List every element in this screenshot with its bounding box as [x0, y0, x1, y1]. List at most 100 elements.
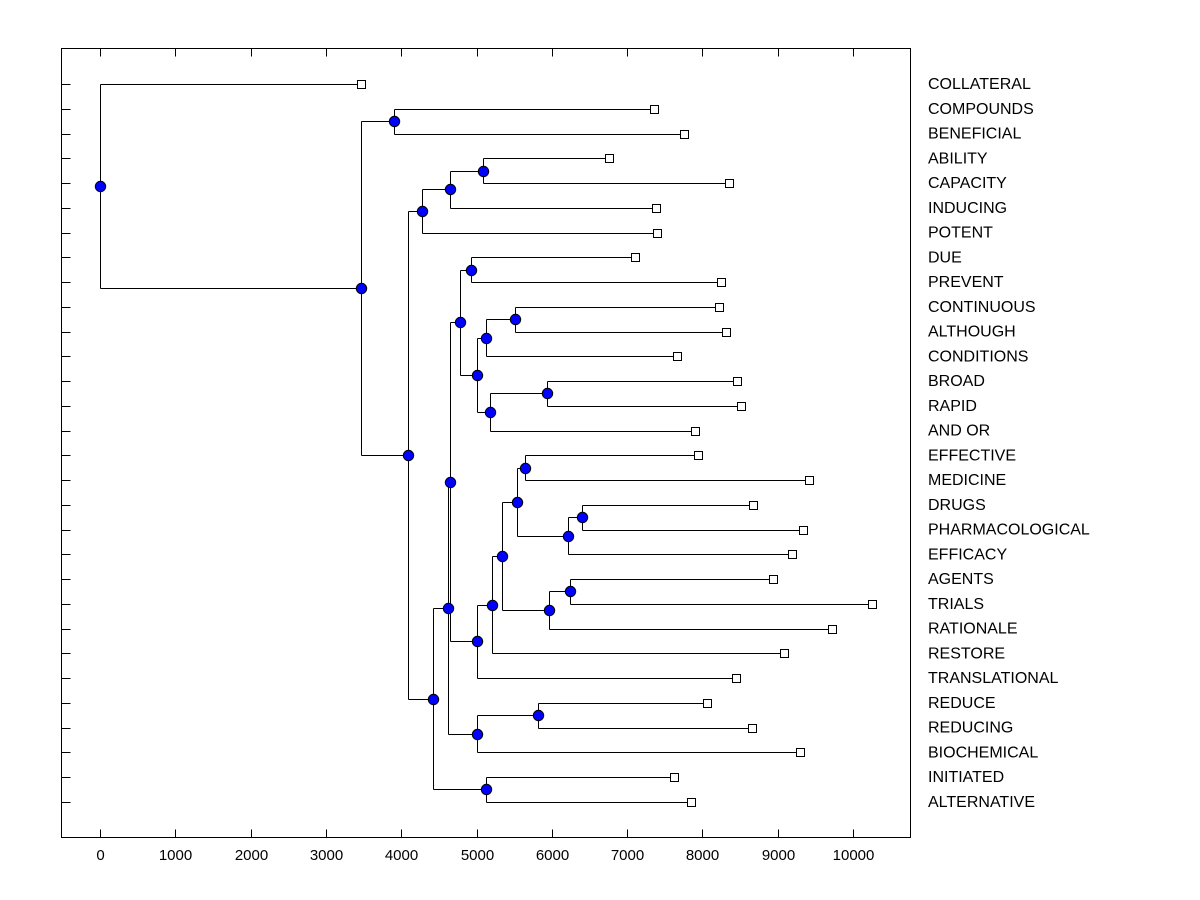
cluster-node: [94, 180, 107, 193]
leaf-label: EFFICACY: [928, 546, 1007, 563]
leaf-label: COLLATERAL: [928, 76, 1031, 93]
leaf-marker: [780, 649, 789, 658]
leaf-label: RATIONALE: [928, 621, 1018, 638]
cluster-node: [465, 264, 478, 277]
leaf-marker: [670, 773, 679, 782]
leaf-marker: [703, 699, 712, 708]
leaf-label: PHARMACOLOGICAL: [928, 522, 1090, 539]
leaf-label: CONTINUOUS: [928, 299, 1036, 316]
leaf-marker: [799, 526, 808, 535]
leaf-label: INITIATED: [928, 769, 1004, 786]
cluster-node: [427, 693, 440, 706]
leaf-marker: [691, 427, 700, 436]
cluster-node: [444, 183, 457, 196]
cluster-node: [416, 205, 429, 218]
cluster-node: [496, 550, 509, 563]
leaf-label: RAPID: [928, 398, 977, 415]
leaf-label: CAPACITY: [928, 175, 1007, 192]
leaf-marker: [748, 724, 757, 733]
leaf-label: ALTHOUGH: [928, 324, 1016, 341]
x-tick-label: 0: [96, 847, 104, 864]
cluster-node: [543, 604, 556, 617]
plot-frame: [61, 48, 911, 838]
x-tick-label: 6000: [536, 847, 569, 864]
leaf-label: PREVENT: [928, 274, 1004, 291]
leaf-marker: [680, 130, 689, 139]
cluster-node: [532, 709, 545, 722]
x-tick-label: 2000: [235, 847, 268, 864]
leaf-label: DUE: [928, 249, 962, 266]
leaf-marker: [737, 402, 746, 411]
x-tick-label: 9000: [762, 847, 795, 864]
cluster-node: [471, 728, 484, 741]
leaf-label: EFFECTIVE: [928, 447, 1016, 464]
leaf-label: ABILITY: [928, 150, 988, 167]
cluster-node: [511, 496, 524, 509]
leaf-label: POTENT: [928, 225, 993, 242]
cluster-node: [402, 449, 415, 462]
leaf-label: AGENTS: [928, 571, 994, 588]
leaf-markers: [357, 80, 877, 807]
cluster-node: [541, 387, 554, 400]
leaf-marker: [732, 674, 741, 683]
leaf-marker: [868, 600, 877, 609]
leaf-label: CONDITIONS: [928, 348, 1028, 365]
leaf-marker: [733, 377, 742, 386]
leaf-label: RESTORE: [928, 645, 1005, 662]
leaf-marker: [631, 253, 640, 262]
cluster-node: [471, 635, 484, 648]
leaf-marker: [722, 328, 731, 337]
leaf-marker: [650, 105, 659, 114]
y-tick-marks: [61, 84, 71, 803]
leaf-labels: COLLATERAL COMPOUNDS BENEFICIAL ABILITY CAPA…: [928, 76, 1090, 811]
leaf-marker: [605, 154, 614, 163]
leaf-marker: [653, 229, 662, 238]
cluster-node: [454, 316, 467, 329]
leaf-label: INDUCING: [928, 200, 1007, 217]
cluster-node: [388, 115, 401, 128]
leaf-marker: [694, 451, 703, 460]
leaf-label: DRUGS: [928, 497, 986, 514]
dendrogram-links: [100, 84, 873, 803]
cluster-node: [480, 332, 493, 345]
leaf-label: MEDICINE: [928, 472, 1006, 489]
leaf-label: BROAD: [928, 373, 985, 390]
leaf-marker: [725, 179, 734, 188]
x-tick-label: 5000: [461, 847, 494, 864]
cluster-node: [480, 783, 493, 796]
cluster-node: [484, 406, 497, 419]
x-tick-label: 1000: [159, 847, 192, 864]
cluster-node: [509, 313, 522, 326]
leaf-label: BENEFICIAL: [928, 126, 1021, 143]
cluster-node: [477, 165, 490, 178]
leaf-label: TRANSLATIONAL: [928, 670, 1059, 687]
leaf-label: AND OR: [928, 423, 990, 440]
leaf-marker: [717, 278, 726, 287]
leaf-marker: [788, 550, 797, 559]
leaf-marker: [749, 501, 758, 510]
cluster-node: [562, 530, 575, 543]
leaf-label: TRIALS: [928, 596, 984, 613]
leaf-marker: [769, 575, 778, 584]
x-tick-label: 7000: [611, 847, 644, 864]
leaf-marker: [652, 204, 661, 213]
leaf-label: COMPOUNDS: [928, 101, 1034, 118]
cluster-node: [564, 585, 577, 598]
leaf-marker: [715, 303, 724, 312]
leaf-marker: [357, 80, 366, 89]
leaf-label: ALTERNATIVE: [928, 794, 1035, 811]
leaf-label: REDUCE: [928, 695, 996, 712]
x-tick-label: 10000: [833, 847, 875, 864]
node-markers: [94, 115, 589, 796]
leaf-marker: [828, 625, 837, 634]
cluster-node: [442, 602, 455, 615]
leaf-label: REDUCING: [928, 720, 1013, 737]
cluster-node: [471, 369, 484, 382]
leaf-marker: [673, 352, 682, 361]
leaf-label: BIOCHEMICAL: [928, 744, 1038, 761]
cluster-node: [576, 511, 589, 524]
cluster-node: [519, 462, 532, 475]
cluster-node: [444, 476, 457, 489]
x-tick-label: 4000: [385, 847, 418, 864]
